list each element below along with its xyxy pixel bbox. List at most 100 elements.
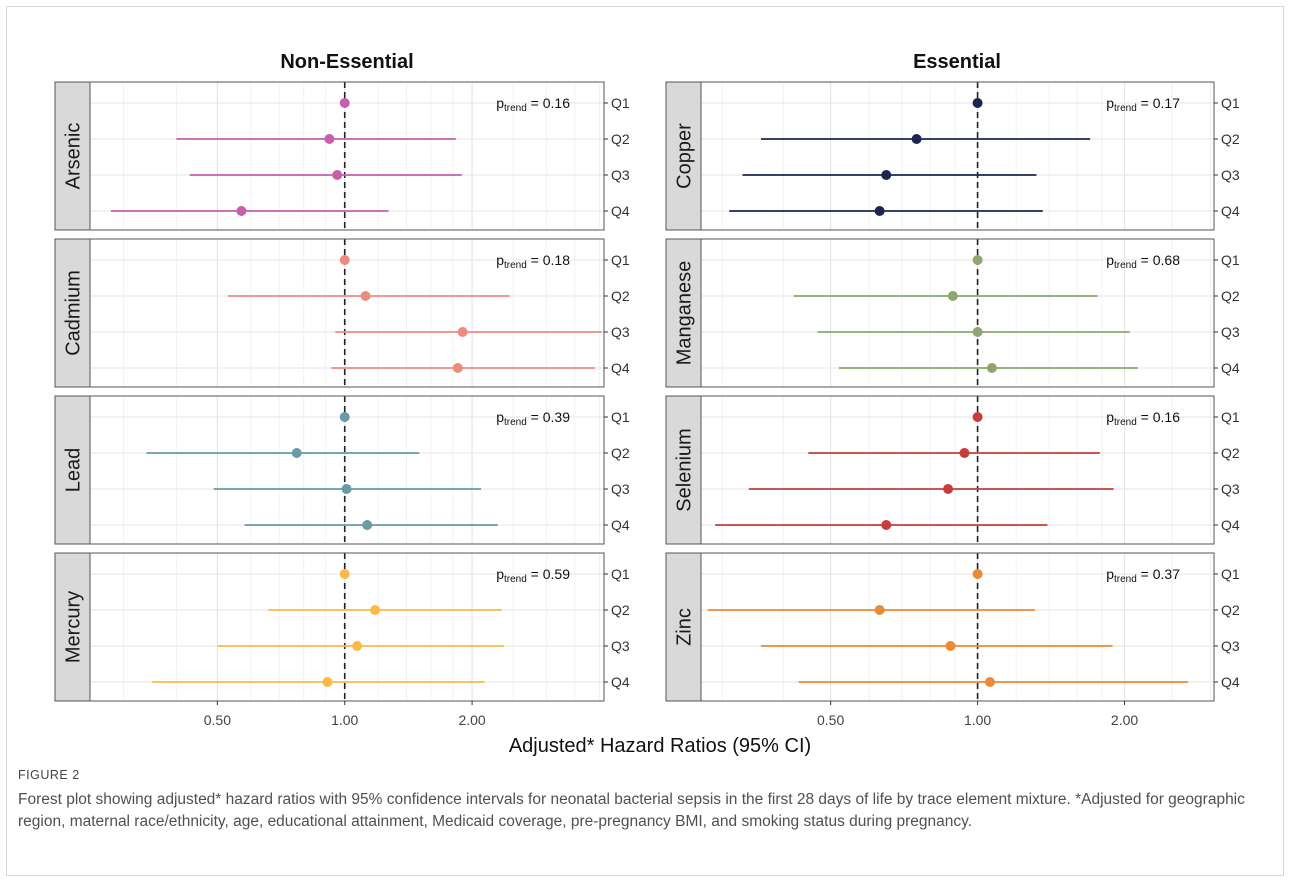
estimate-point-selenium-q2 <box>959 448 970 458</box>
strip-background <box>665 395 702 545</box>
x-tick-label: 0.50 <box>204 712 231 728</box>
figure-frame <box>6 6 1284 876</box>
row-label-q1: Q1 <box>611 95 630 111</box>
row-label-q4: Q4 <box>1221 674 1240 690</box>
strip-label-copper: Copper <box>674 123 696 189</box>
estimate-point-zinc-q3 <box>945 641 956 651</box>
strip-label-arsenic: Arsenic <box>63 123 85 190</box>
estimate-point-cadmium-q1 <box>339 255 350 265</box>
estimate-point-copper-q4 <box>874 206 885 216</box>
ptrend-label-selenium: ptrend = 0.16 <box>1106 409 1180 428</box>
group-title-0: Non-Essential <box>280 51 413 73</box>
estimate-point-arsenic-q1 <box>339 98 350 108</box>
estimate-point-mercury-q4 <box>322 677 333 687</box>
row-label-q3: Q3 <box>1221 638 1240 654</box>
row-label-q2: Q2 <box>1221 602 1240 618</box>
row-label-q4: Q4 <box>611 360 630 376</box>
estimate-point-arsenic-q4 <box>236 206 247 216</box>
row-label-q4: Q4 <box>1221 517 1240 533</box>
x-tick-label: 2.00 <box>458 712 485 728</box>
estimate-point-cadmium-q2 <box>360 291 371 301</box>
row-label-q3: Q3 <box>1221 481 1240 497</box>
row-label-q2: Q2 <box>611 445 630 461</box>
panel-background <box>700 239 1214 387</box>
row-label-q3: Q3 <box>611 167 630 183</box>
row-label-q4: Q4 <box>1221 203 1240 219</box>
estimate-point-selenium-q1 <box>972 412 983 422</box>
row-label-q2: Q2 <box>611 602 630 618</box>
strip-label-selenium: Selenium <box>674 428 696 511</box>
row-label-q1: Q1 <box>1221 252 1240 268</box>
row-label-q2: Q2 <box>1221 131 1240 147</box>
estimate-point-arsenic-q2 <box>324 134 335 144</box>
estimate-point-mercury-q1 <box>339 569 350 579</box>
x-axis-label: Adjusted* Hazard Ratios (95% CI) <box>509 735 811 757</box>
estimate-point-selenium-q3 <box>943 484 954 494</box>
strip-background <box>54 238 91 388</box>
estimate-point-copper-q3 <box>881 170 892 180</box>
strip-background <box>54 81 91 231</box>
estimate-point-copper-q2 <box>911 134 922 144</box>
row-label-q3: Q3 <box>1221 324 1240 340</box>
estimate-point-selenium-q4 <box>881 520 892 530</box>
estimate-point-copper-q1 <box>972 98 983 108</box>
x-tick-label: 0.50 <box>817 712 844 728</box>
group-title-1: Essential <box>913 51 1001 73</box>
estimate-point-manganese-q1 <box>972 255 983 265</box>
row-label-q1: Q1 <box>1221 95 1240 111</box>
row-label-q2: Q2 <box>1221 445 1240 461</box>
strip-label-zinc: Zinc <box>674 608 696 646</box>
row-label-q2: Q2 <box>611 131 630 147</box>
ptrend-label-lead: ptrend = 0.39 <box>496 409 570 428</box>
row-label-q4: Q4 <box>611 517 630 533</box>
figure-label: FIGURE 2 <box>18 768 80 782</box>
estimate-point-lead-q4 <box>362 520 373 530</box>
strip-background <box>665 552 702 702</box>
ptrend-label-cadmium: ptrend = 0.18 <box>496 252 570 271</box>
strip-background <box>54 395 91 545</box>
strip-label-cadmium: Cadmium <box>63 270 85 356</box>
row-label-q1: Q1 <box>611 252 630 268</box>
row-label-q2: Q2 <box>1221 288 1240 304</box>
strip-label-manganese: Manganese <box>674 261 696 366</box>
estimate-point-manganese-q4 <box>986 363 997 373</box>
estimate-point-lead-q3 <box>341 484 352 494</box>
estimate-point-cadmium-q3 <box>457 327 468 337</box>
row-label-q2: Q2 <box>611 288 630 304</box>
estimate-point-manganese-q3 <box>972 327 983 337</box>
ptrend-label-mercury: ptrend = 0.59 <box>496 566 570 585</box>
estimate-point-zinc-q1 <box>972 569 983 579</box>
row-label-q3: Q3 <box>611 324 630 340</box>
row-label-q1: Q1 <box>611 409 630 425</box>
strip-label-mercury: Mercury <box>63 591 85 663</box>
estimate-point-zinc-q2 <box>874 605 885 615</box>
strip-background <box>54 552 91 702</box>
strip-background <box>665 238 702 388</box>
estimate-point-lead-q2 <box>291 448 302 458</box>
ptrend-label-arsenic: ptrend = 0.16 <box>496 95 570 114</box>
estimate-point-cadmium-q4 <box>452 363 463 373</box>
row-label-q1: Q1 <box>1221 409 1240 425</box>
panel-background <box>700 553 1214 701</box>
ptrend-label-zinc: ptrend = 0.37 <box>1106 566 1180 585</box>
row-label-q4: Q4 <box>611 674 630 690</box>
estimate-point-lead-q1 <box>339 412 350 422</box>
row-label-q4: Q4 <box>611 203 630 219</box>
row-label-q3: Q3 <box>1221 167 1240 183</box>
x-tick-label: 1.00 <box>331 712 358 728</box>
estimate-point-arsenic-q3 <box>332 170 343 180</box>
row-label-q1: Q1 <box>611 566 630 582</box>
estimate-point-zinc-q4 <box>984 677 995 687</box>
ptrend-label-manganese: ptrend = 0.68 <box>1106 252 1180 271</box>
panel-background <box>700 82 1214 230</box>
row-label-q1: Q1 <box>1221 566 1240 582</box>
row-label-q3: Q3 <box>611 481 630 497</box>
estimate-point-mercury-q3 <box>352 641 363 651</box>
strip-background <box>665 81 702 231</box>
estimate-point-mercury-q2 <box>370 605 381 615</box>
x-tick-label: 1.00 <box>964 712 991 728</box>
x-tick-label: 2.00 <box>1111 712 1138 728</box>
panel-background <box>700 396 1214 544</box>
estimate-point-manganese-q2 <box>947 291 958 301</box>
